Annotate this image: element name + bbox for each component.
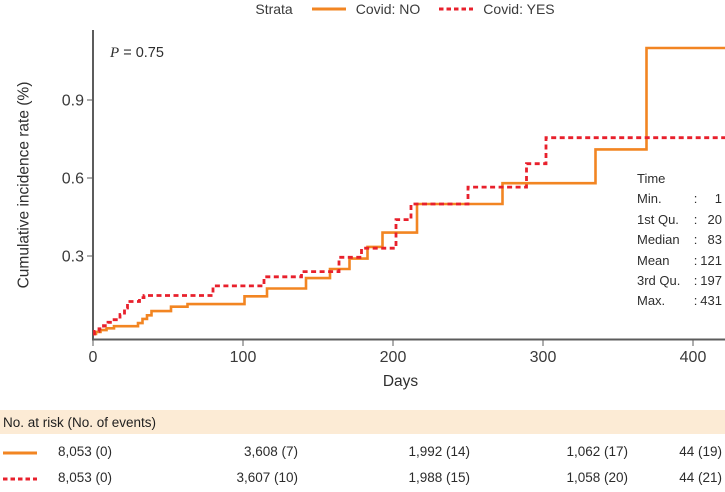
risk-count: 8,053 (0) bbox=[57, 470, 112, 485]
risk-count: 1,988 (15) bbox=[408, 470, 470, 485]
legend-item-label: Covid: YES bbox=[483, 1, 555, 17]
x-tick-label: 0 bbox=[89, 349, 98, 366]
x-axis-label: Days bbox=[382, 373, 419, 390]
risk-count: 3,607 (10) bbox=[236, 470, 298, 485]
covid-yes-line-swatch bbox=[3, 477, 37, 481]
risk-table-rows: 8,053 (0) 3,608 (7) 1,992 (14) 1,062 (17… bbox=[0, 434, 725, 492]
legend-title: Strata bbox=[255, 1, 293, 17]
risk-row-covid-no: 8,053 (0) 3,608 (7) 1,992 (14) 1,062 (17… bbox=[0, 440, 725, 466]
legend-item-covid-no: Covid: NO bbox=[311, 1, 421, 17]
series-line-covid-yes bbox=[93, 136, 725, 336]
x-tick-label: 200 bbox=[380, 349, 407, 366]
legend-item-covid-yes: Covid: YES bbox=[438, 1, 555, 17]
stats-row-median: Median:83 bbox=[637, 232, 722, 248]
x-tick-label: 400 bbox=[680, 349, 707, 366]
survival-plot: 0 100 200 300 400 0.3 0.6 0.9 bbox=[62, 30, 725, 366]
risk-count: 44 (19) bbox=[679, 444, 722, 459]
risk-count: 1,992 (14) bbox=[408, 444, 470, 459]
risk-count: 8,053 (0) bbox=[57, 444, 112, 459]
series-line-covid-no bbox=[93, 46, 725, 336]
stats-row-1st-qu: 1st Qu.:20 bbox=[637, 211, 722, 227]
x-tick-label: 100 bbox=[230, 349, 257, 366]
time-stats-panel: Time Min.:1 1st Qu.:20 Median:83 Mean:12… bbox=[637, 169, 722, 312]
risk-count: 44 (21) bbox=[679, 470, 722, 485]
covid-yes-line-swatch bbox=[439, 7, 474, 11]
y-tick-label: 0.9 bbox=[62, 93, 84, 110]
stats-row-max: Max.:431 bbox=[637, 293, 722, 309]
y-tick-label: 0.3 bbox=[62, 249, 84, 266]
risk-table: No. at risk (No. of events) 8,053 (0) 3,… bbox=[0, 410, 725, 492]
x-tick-label: 300 bbox=[530, 349, 557, 366]
legend-item-label: Covid: NO bbox=[355, 1, 421, 17]
stats-row-min: Min.:1 bbox=[637, 191, 722, 207]
figure: Strata Covid: NO Covid: YES P = 0.75 Cum… bbox=[15, 1, 725, 390]
y-tick-label: 0.6 bbox=[62, 171, 84, 188]
risk-count: 1,062 (17) bbox=[566, 444, 628, 459]
p-value-annotation: P = 0.75 bbox=[110, 45, 164, 61]
covid-no-line-swatch bbox=[3, 451, 37, 455]
p-symbol: P bbox=[110, 45, 120, 61]
risk-row-covid-yes: 8,053 (0) 3,607 (10) 1,988 (15) 1,058 (2… bbox=[0, 466, 725, 492]
covid-no-line-swatch bbox=[311, 7, 346, 11]
stats-title: Time bbox=[637, 171, 666, 186]
risk-count: 1,058 (20) bbox=[566, 470, 628, 485]
risk-table-header: No. at risk (No. of events) bbox=[0, 410, 725, 434]
legend: Strata Covid: NO Covid: YES bbox=[85, 1, 725, 17]
stats-row-3rd-qu: 3rd Qu.:197 bbox=[637, 273, 722, 289]
risk-count: 3,608 (7) bbox=[243, 444, 298, 459]
stats-row-mean: Mean:121 bbox=[637, 252, 722, 268]
